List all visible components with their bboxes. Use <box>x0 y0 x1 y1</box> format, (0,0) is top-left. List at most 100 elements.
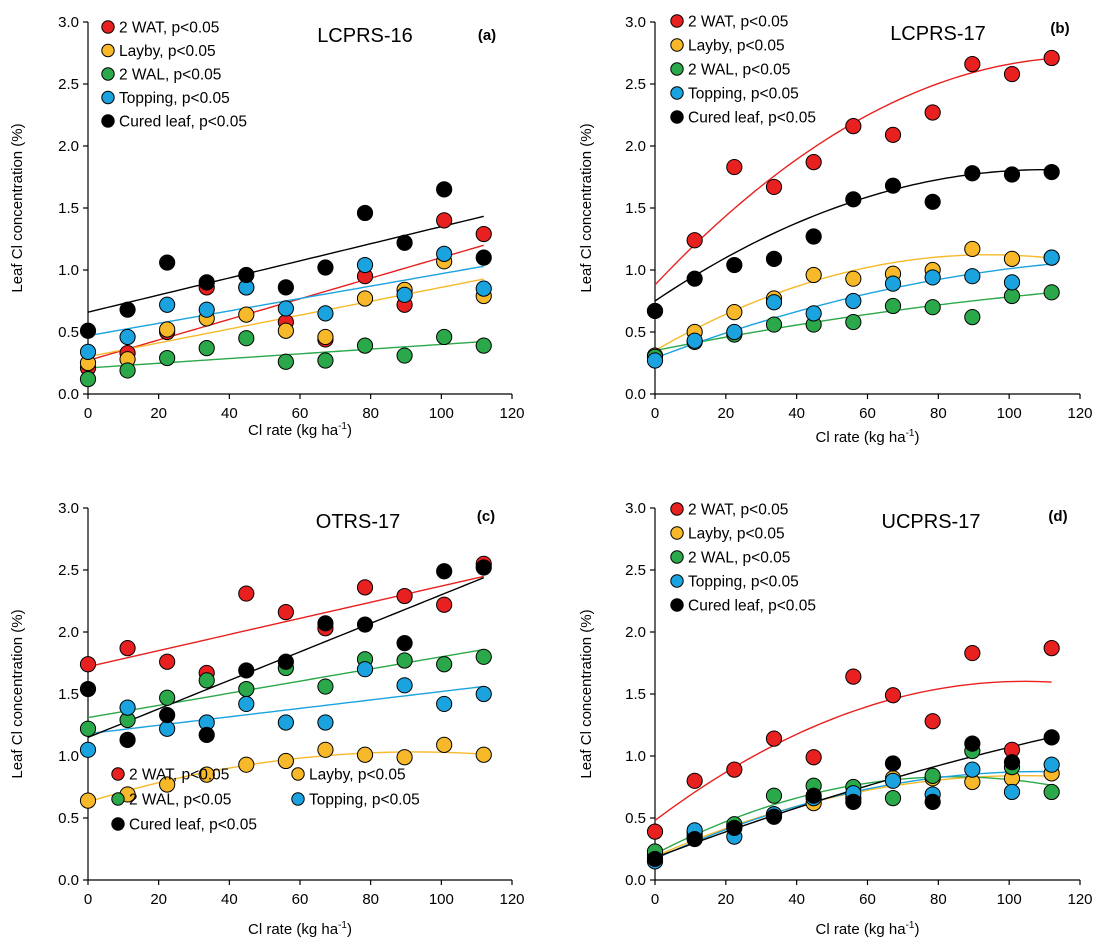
legend-marker <box>670 14 684 28</box>
data-point-series-1 <box>475 225 492 243</box>
x-tick-label: 120 <box>499 891 524 908</box>
data-point-series-2 <box>805 266 822 284</box>
y-tick-label: 1.0 <box>625 262 646 279</box>
data-point-series-1 <box>159 653 176 670</box>
legend-marker <box>291 792 305 806</box>
data-point-series-5 <box>845 793 862 810</box>
data-point-series-1 <box>1003 65 1021 83</box>
data-point-series-1 <box>79 656 97 673</box>
data-point-series-4 <box>396 677 413 694</box>
legend-marker <box>670 110 684 124</box>
data-point-series-1 <box>884 126 902 143</box>
legend-label: 2 WAT, p<0.05 <box>688 502 788 519</box>
data-point-series-1 <box>765 178 783 196</box>
data-point-series-5 <box>79 680 97 698</box>
data-point-series-1 <box>884 687 902 704</box>
data-point-series-4 <box>119 699 136 716</box>
data-point-series-5 <box>198 726 215 744</box>
y-tick-label: 2.0 <box>625 138 646 155</box>
data-point-series-5 <box>884 755 902 772</box>
data-point-series-1 <box>396 587 413 605</box>
data-point-series-1 <box>686 232 703 249</box>
legend: 2 WAT, p<0.05 Layby, p<0.05 2 WAL, p<0.05 T… <box>670 14 816 127</box>
data-point-series-2 <box>79 792 97 809</box>
y-tick-label: 0.0 <box>58 386 79 403</box>
y-tick-label: 1.5 <box>625 200 646 217</box>
data-point-series-4 <box>646 352 664 369</box>
x-tick-label: 40 <box>221 405 238 422</box>
legend-label: Cured leaf, p<0.05 <box>688 598 816 615</box>
data-point-series-3 <box>436 328 453 346</box>
data-point-series-5 <box>317 615 334 632</box>
data-point-series-5 <box>475 559 492 576</box>
x-tick-label: 80 <box>930 405 947 422</box>
data-point-series-3 <box>356 337 374 354</box>
panel-label: (d) <box>1048 508 1067 525</box>
data-point-series-5 <box>805 787 822 804</box>
data-point-series-1 <box>845 668 862 685</box>
data-point-series-3 <box>396 347 413 364</box>
y-tick-label: 0.0 <box>58 872 79 889</box>
data-point-series-3 <box>924 299 941 316</box>
x-tick-label: 20 <box>717 891 734 908</box>
data-point-series-5 <box>765 250 783 267</box>
legend-marker <box>670 598 684 612</box>
data-point-series-1 <box>726 761 743 778</box>
legend-label: Layby, p<0.05 <box>119 43 216 60</box>
data-point-series-4 <box>277 300 294 317</box>
legend-label: 2 WAL, p<0.05 <box>688 62 790 79</box>
legend-label: 2 WAT, p<0.05 <box>688 14 788 31</box>
legend-label: Cured leaf, p<0.05 <box>129 817 257 834</box>
data-point-series-5 <box>356 616 374 633</box>
legend-marker <box>101 67 115 81</box>
legend-marker <box>670 526 684 540</box>
data-point-series-1 <box>436 212 453 229</box>
legend-marker <box>670 550 684 564</box>
data-point-series-5 <box>1003 166 1021 183</box>
data-point-series-1 <box>1043 640 1060 657</box>
data-point-series-3 <box>159 689 176 706</box>
y-tick-label: 3.0 <box>625 14 646 31</box>
y-tick-label: 1.0 <box>625 748 646 765</box>
data-point-series-3 <box>238 680 255 698</box>
data-point-series-3 <box>79 720 97 737</box>
data-point-series-3 <box>765 316 783 333</box>
panel-title: LCPRS-17 <box>890 23 986 45</box>
data-point-series-4 <box>356 661 374 678</box>
data-point-series-3 <box>396 652 413 669</box>
data-point-series-4 <box>79 343 97 360</box>
data-point-series-5 <box>396 234 413 251</box>
x-tick-label: 20 <box>150 891 167 908</box>
y-tick-label: 1.5 <box>58 200 79 217</box>
x-tick-label: 0 <box>84 405 92 422</box>
y-tick-label: 3.0 <box>58 500 79 517</box>
legend-marker <box>291 767 305 781</box>
x-axis-label: Cl rate (kg ha-1) <box>248 421 352 439</box>
data-point-series-5 <box>686 270 703 287</box>
legend-label: 2 WAL, p<0.05 <box>688 550 790 567</box>
data-point-series-1 <box>924 104 941 121</box>
data-point-series-1 <box>646 823 664 840</box>
data-point-series-2 <box>356 290 374 307</box>
legend-marker <box>101 20 115 34</box>
data-point-series-1 <box>805 749 822 766</box>
data-point-series-3 <box>765 787 783 804</box>
data-point-series-3 <box>198 672 215 689</box>
y-tick-label: 3.0 <box>625 500 646 517</box>
data-point-series-3 <box>475 648 492 665</box>
data-point-series-5 <box>686 830 703 848</box>
data-point-series-2 <box>1003 250 1021 267</box>
legend-label: Layby, p<0.05 <box>688 38 785 55</box>
x-tick-label: 80 <box>362 891 379 908</box>
x-tick-label: 20 <box>150 405 167 422</box>
data-point-series-5 <box>475 249 492 266</box>
x-tick-label: 120 <box>1067 891 1092 908</box>
data-point-series-3 <box>317 678 334 695</box>
trend-line-series-1 <box>654 680 1052 822</box>
y-axis-label: Leaf Cl concentration (%) <box>9 609 26 778</box>
data-point-series-3 <box>1003 287 1021 305</box>
data-point-series-4 <box>1043 249 1060 266</box>
data-point-series-5 <box>924 793 941 810</box>
x-tick-label: 40 <box>221 891 238 908</box>
data-point-series-1 <box>238 585 255 602</box>
